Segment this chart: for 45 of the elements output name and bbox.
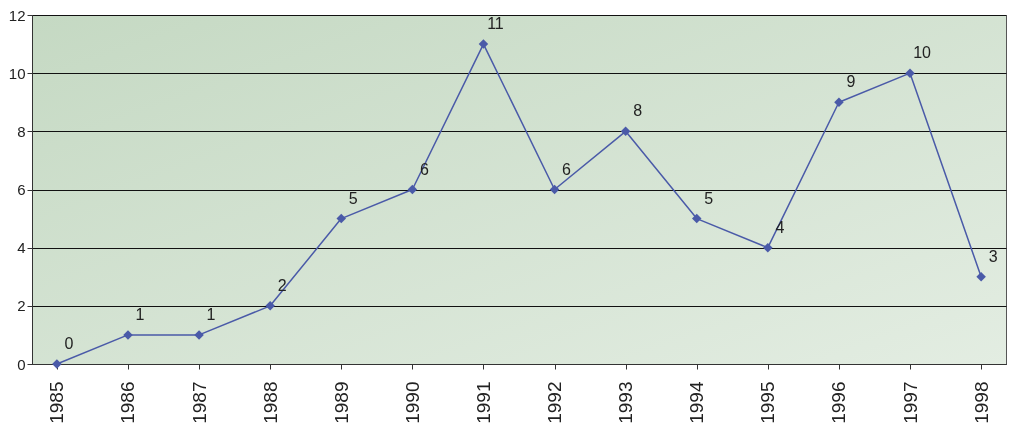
y-tick-label: 10 <box>8 64 26 82</box>
data-label: 8 <box>633 102 643 120</box>
x-tick-label: 1988 <box>259 381 281 424</box>
point <box>620 126 631 137</box>
point <box>549 184 560 195</box>
data-label: 2 <box>277 276 287 294</box>
data-label: 3 <box>988 247 998 265</box>
x-tick-label: 1997 <box>899 381 921 424</box>
data-label: 6 <box>419 160 429 178</box>
point <box>834 97 844 107</box>
y-tick-label: 8 <box>17 122 26 140</box>
x-tick-label: 1986 <box>117 381 139 424</box>
data-label: 1 <box>135 305 145 323</box>
point <box>265 301 275 311</box>
y-tick-label: 0 <box>17 355 26 373</box>
x-tick-label: 1989 <box>330 381 352 424</box>
data-label: 10 <box>913 44 932 62</box>
x-tick-label: 1990 <box>401 381 423 424</box>
y-tick-label: 4 <box>17 239 26 257</box>
x-tick-label: 1991 <box>472 381 494 424</box>
data-label: 0 <box>64 335 74 352</box>
x-tick-label: 1996 <box>828 381 850 424</box>
data-label: 1 <box>206 305 216 323</box>
x-tick-label: 1995 <box>757 381 779 424</box>
x-tick-label: 1994 <box>686 381 708 424</box>
x-tick-label: 1998 <box>970 381 992 424</box>
point <box>976 272 986 282</box>
data-label: 5 <box>704 189 714 207</box>
data-label: 5 <box>348 189 358 207</box>
point <box>691 213 702 224</box>
y-tick-label: 12 <box>8 6 26 24</box>
x-tick-label: 1987 <box>188 381 210 424</box>
point <box>478 39 489 49</box>
x-tick-label: 1992 <box>544 381 566 424</box>
data-label: 9 <box>846 73 856 91</box>
x-tick-label: 1993 <box>615 381 637 424</box>
data-label: 4 <box>775 218 785 236</box>
point <box>407 184 418 195</box>
point <box>763 242 773 253</box>
data-label: 11 <box>487 15 504 33</box>
data-label: 6 <box>562 160 572 178</box>
y-tick-label: 2 <box>17 297 26 315</box>
point <box>336 213 347 224</box>
x-tick-label: 1985 <box>46 381 68 424</box>
y-tick-label: 6 <box>17 181 26 198</box>
